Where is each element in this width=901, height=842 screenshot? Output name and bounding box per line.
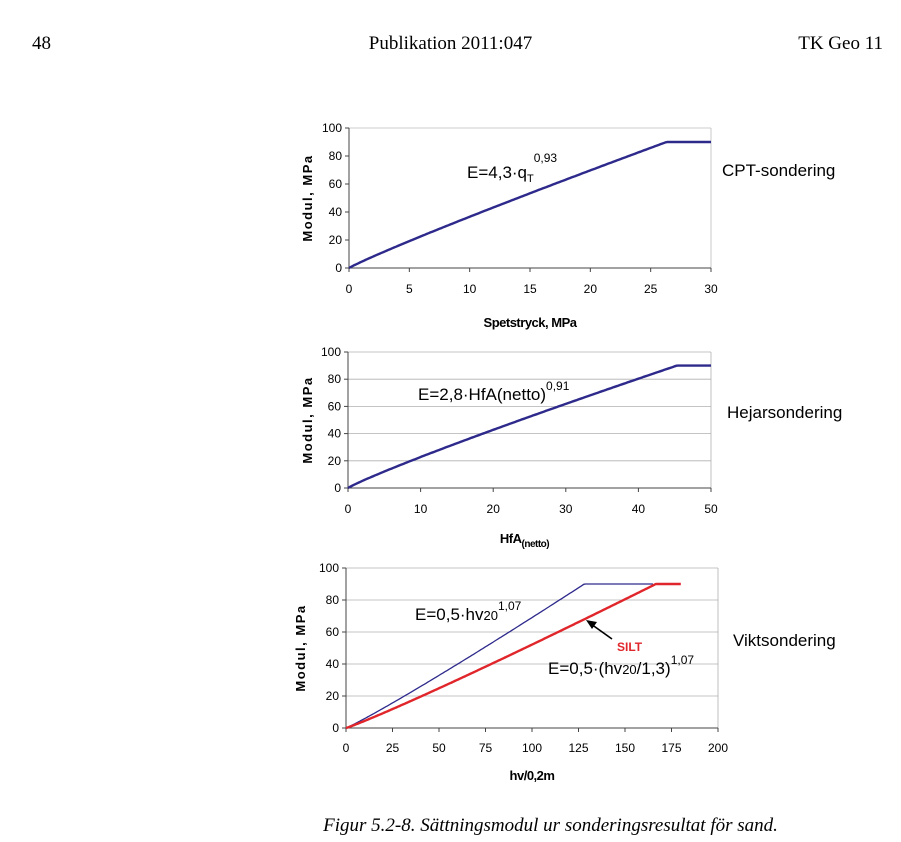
equation-label: E=2,8·HfA(netto)0,91 (418, 379, 570, 404)
x-tick-label: 0 (343, 741, 350, 755)
equation-main: E=0,5·(hv (548, 659, 623, 678)
equation-main: E=4,3·q (467, 163, 527, 182)
equation-main: E=2,8·HfA(netto) (418, 385, 546, 404)
y-tick-label: 40 (329, 205, 343, 219)
y-tick-label: 0 (332, 721, 339, 735)
x-axis-label: HfA(netto) (500, 531, 549, 550)
x-tick-label: 25 (644, 282, 658, 296)
x-tick-label: 100 (522, 741, 542, 755)
y-tick-label: 20 (326, 689, 340, 703)
equation-exp: 0,91 (546, 379, 570, 393)
x-tick-label: 20 (584, 282, 598, 296)
x-axis-label: hv/0,2m (510, 768, 555, 783)
equation-sub: 20 (622, 662, 636, 677)
equation-exp: 1,07 (671, 653, 695, 667)
y-tick-label: 40 (326, 657, 340, 671)
equation-exp: 1,07 (498, 599, 522, 613)
x-tick-label: 15 (523, 282, 537, 296)
x-tick-label: 125 (568, 741, 588, 755)
y-tick-label: 60 (326, 625, 340, 639)
x-tick-label: 200 (708, 741, 728, 755)
x-tick-label: 30 (559, 502, 573, 516)
annotation-arrow (590, 623, 613, 640)
y-tick-label: 100 (322, 121, 342, 135)
x-tick-label: 40 (632, 502, 646, 516)
equation-sub: 20 (484, 608, 498, 623)
y-axis-label: Modul, MPa (300, 376, 315, 463)
series-line-1 (347, 364, 711, 490)
figure-caption: Figur 5.2-8. Sättningsmodul ur sondering… (323, 815, 778, 836)
y-tick-label: 0 (334, 481, 341, 495)
x-axis-label: Spetstryck, MPa (484, 315, 578, 330)
y-tick-label: 60 (329, 177, 343, 191)
x-tick-label: 175 (661, 741, 681, 755)
x-tick-label: 30 (704, 282, 718, 296)
x-tick-label: 10 (463, 282, 477, 296)
x-tick-label: 75 (479, 741, 493, 755)
y-tick-label: 60 (328, 399, 342, 413)
y-tick-label: 40 (328, 427, 342, 441)
y-axis-label: Modul, MPa (293, 604, 308, 691)
equation-label-2: E=0,5·(hv20/1,3)1,07 (548, 653, 694, 678)
x-tick-label: 10 (414, 502, 428, 516)
y-tick-label: 80 (329, 149, 343, 163)
x-tick-label: 0 (346, 282, 353, 296)
y-tick-label: 20 (329, 233, 343, 247)
x-axis-label-main: HfA (500, 531, 523, 546)
series-line-1 (345, 583, 653, 729)
equation-sub: T (527, 173, 534, 185)
y-tick-label: 100 (321, 345, 341, 359)
equation-label-1: E=0,5·hv201,07 (415, 599, 522, 624)
equation-main: E=0,5·hv (415, 605, 484, 624)
annotation-silt: SILT (617, 640, 643, 654)
y-tick-label: 80 (328, 372, 342, 386)
y-tick-label: 0 (335, 261, 342, 275)
x-tick-label: 25 (386, 741, 400, 755)
series-line-1 (348, 140, 711, 270)
equation-label: E=4,3·qT0,93 (467, 151, 557, 185)
y-tick-label: 100 (319, 561, 339, 575)
x-tick-label: 20 (487, 502, 501, 516)
page-number: 48 (32, 33, 51, 54)
x-tick-label: 50 (432, 741, 446, 755)
series-line-2 (345, 582, 681, 730)
x-tick-label: 150 (615, 741, 635, 755)
y-axis-label: Modul, MPa (300, 154, 315, 241)
x-tick-label: 0 (345, 502, 352, 516)
x-tick-label: 5 (406, 282, 413, 296)
annotation-arrowhead (586, 620, 597, 629)
x-axis-label-sub: (netto) (522, 539, 550, 550)
x-tick-label: 50 (704, 502, 718, 516)
chart-title: Hejarsondering (727, 403, 842, 422)
y-tick-label: 80 (326, 593, 340, 607)
y-tick-label: 20 (328, 454, 342, 468)
equation-tail: /1,3) (637, 659, 671, 678)
publication-series: TK Geo 11 (798, 33, 883, 54)
equation-exp: 0,93 (534, 151, 558, 165)
chart-title: Viktsondering (733, 631, 836, 650)
publication-title: Publikation 2011:047 (368, 33, 533, 54)
chart-title: CPT-sondering (722, 161, 835, 180)
